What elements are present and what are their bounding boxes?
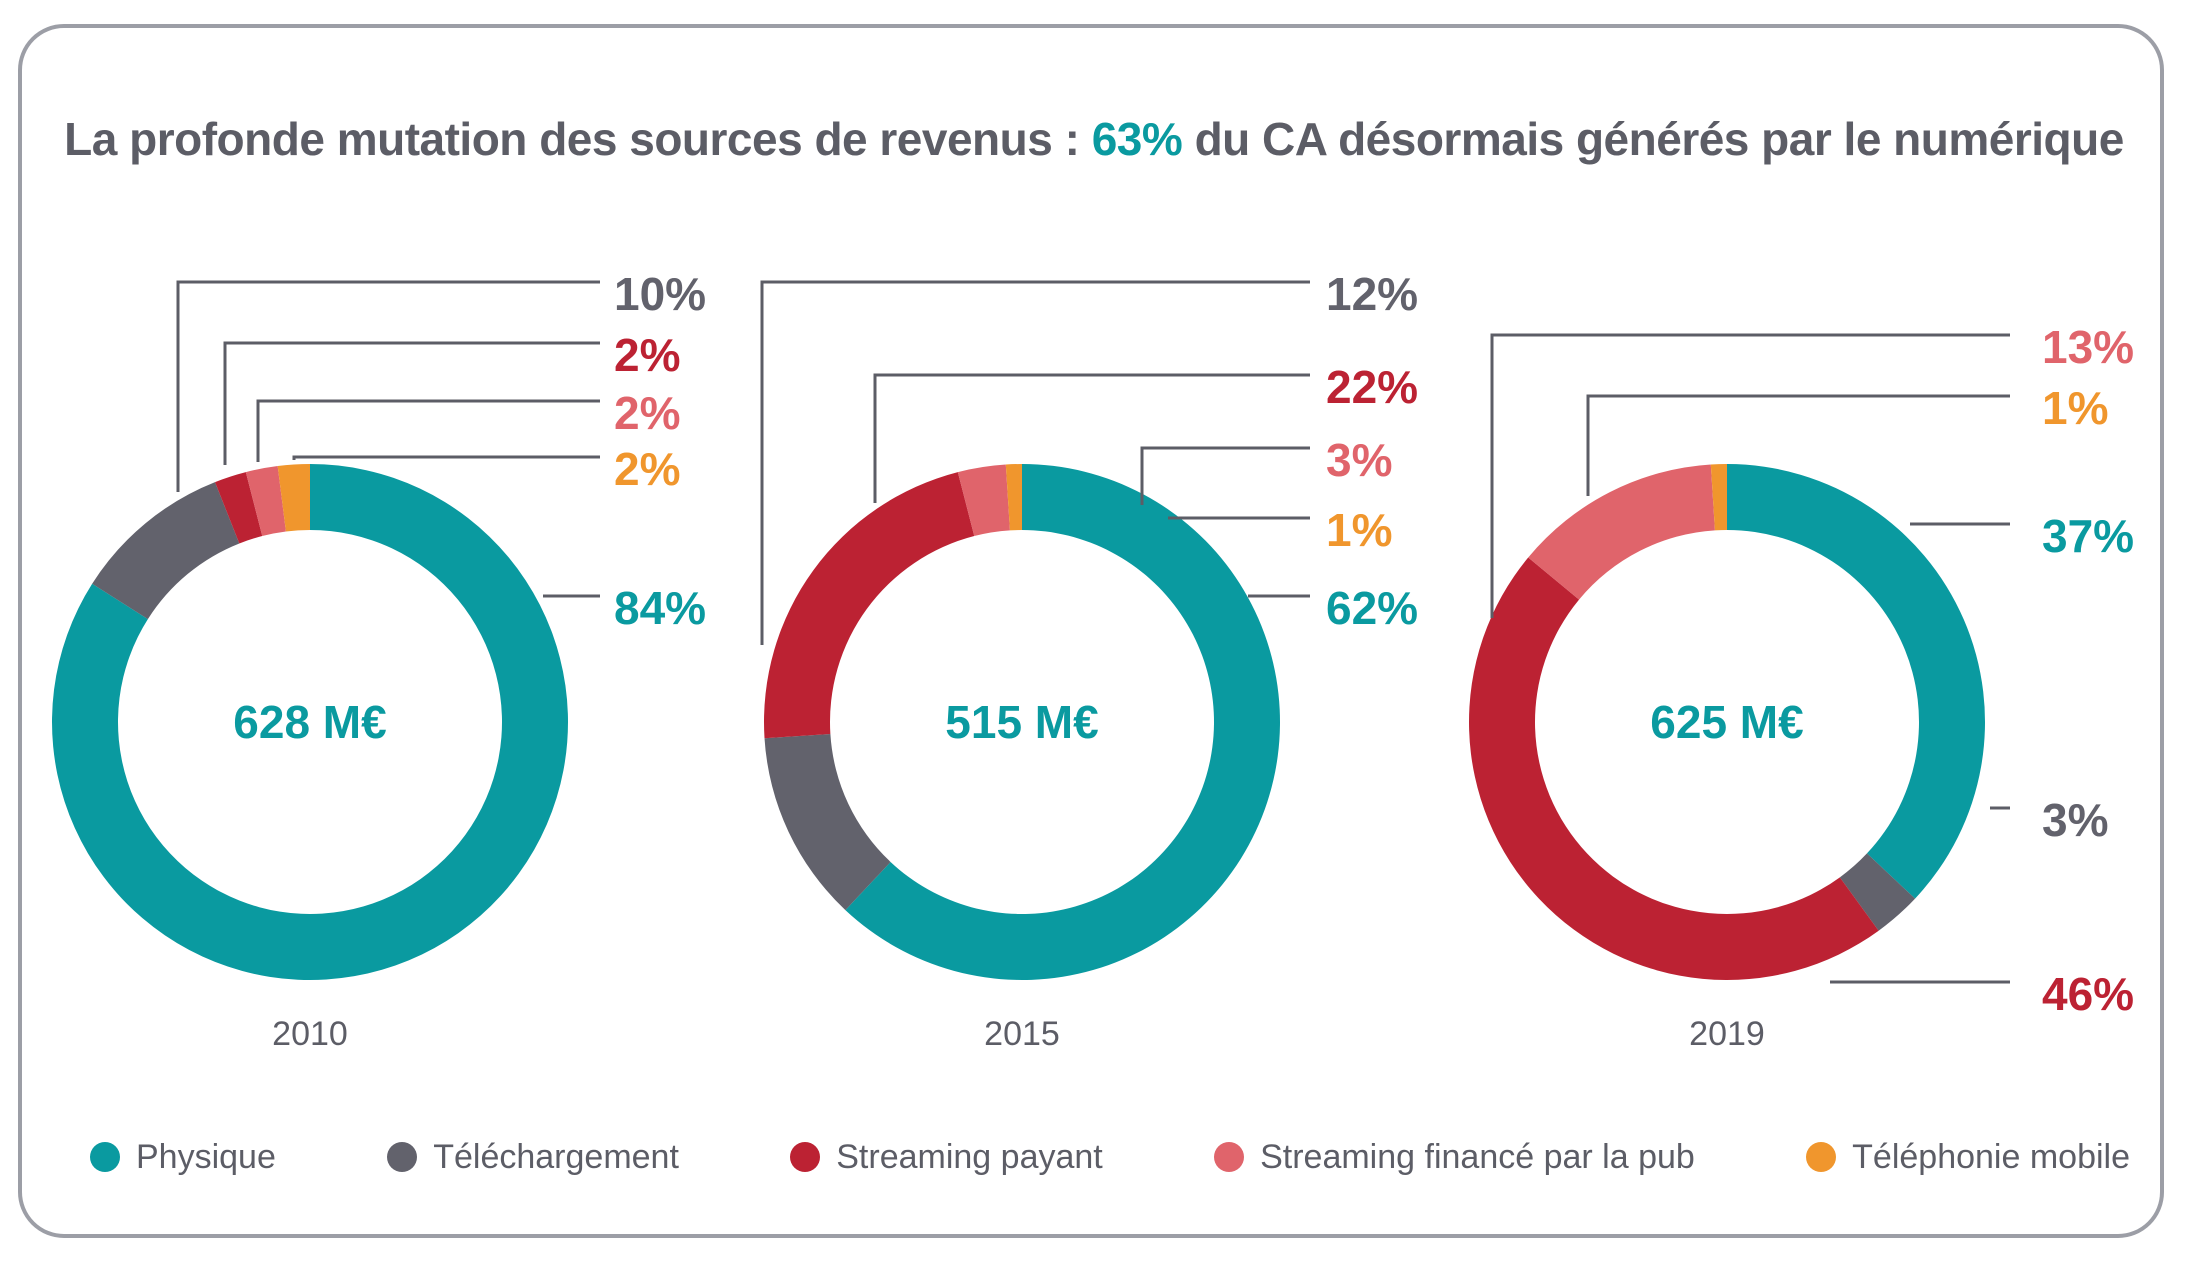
slice-2015-streaming-finance-par-la-pub <box>957 464 1010 537</box>
legend-item-streaming-payant: Streaming payant <box>790 1138 1103 1177</box>
legend-dot-streaming-pub <box>1214 1142 1245 1172</box>
slice-label-2019-telechargement: 3% <box>2042 794 2108 846</box>
slice-label-2010-physique: 84% <box>614 582 706 634</box>
slice-label-2010-telechargement: 10% <box>614 268 706 320</box>
slice-label-2015-telechargement: 12% <box>1326 268 1418 320</box>
slice-label-2010-streaming-payant: 2% <box>614 329 680 381</box>
leader-2019-streaming-finance-par-la-pub <box>1490 333 2010 618</box>
leader-2019-telephonie-mobile <box>1586 394 2010 496</box>
slice-2010-streaming-payant <box>215 472 263 544</box>
title-highlight: 63% <box>1091 113 1183 165</box>
title-suffix: du CA désormais générés par le numérique <box>1182 113 2125 165</box>
legend-label-streaming-payant: Streaming payant <box>836 1137 1103 1176</box>
slice-label-2010-telephonie-mobile: 2% <box>614 443 680 495</box>
slice-2015-streaming-payant <box>764 472 975 739</box>
chart-title: La profonde mutation des sources de reve… <box>0 112 2188 166</box>
slice-label-2010-streaming-finance-par-la-pub: 2% <box>614 387 680 439</box>
leader-2010-streaming-payant <box>223 341 600 465</box>
slice-label-2015-streaming-payant: 22% <box>1326 361 1418 413</box>
legend-item-telechargement: Téléchargement <box>387 1138 679 1177</box>
slice-2015-telephonie-mobile <box>1005 464 1022 531</box>
legend-label-streaming-pub: Streaming financé par la pub <box>1260 1137 1695 1176</box>
legend-dot-physique <box>90 1142 120 1172</box>
slice-label-2019-streaming-finance-par-la-pub: 13% <box>2042 321 2134 373</box>
donut-2015: 62% 12% 22% 3% 1% 515 M€ 2015 <box>760 268 1418 1053</box>
legend-label-physique: Physique <box>136 1137 276 1176</box>
legend-dot-streaming-payant <box>790 1142 821 1172</box>
leader-2015-streaming-finance-par-la-pub <box>1140 446 1310 505</box>
donut-2019: 37% 3% 46% 13% 1% 625 M€ 2019 <box>1469 321 2134 1053</box>
slice-label-2015-physique: 62% <box>1326 582 1418 634</box>
legend-item-physique: Physique <box>90 1138 276 1177</box>
legend-dot-telechargement <box>387 1142 418 1172</box>
leader-2010-streaming-finance-par-la-pub <box>256 399 600 462</box>
slice-2015-physique <box>845 464 1280 981</box>
center-label-2015: 515 M€ <box>945 696 1098 748</box>
slice-2019-physique <box>1727 464 1985 899</box>
slice-2019-telechargement <box>1839 853 1916 931</box>
slice-label-2019-physique: 37% <box>2042 510 2134 562</box>
legend-dot-telephonie-mobile <box>1806 1142 1837 1172</box>
leader-2010-telephonie-mobile <box>292 455 600 460</box>
leader-2010-telechargement <box>176 280 600 492</box>
legend-item-streaming-pub: Streaming financé par la pub <box>1214 1138 1695 1177</box>
slice-2015-telechargement <box>764 734 891 911</box>
year-label-2010: 2010 <box>272 1015 348 1053</box>
slice-label-2015-streaming-finance-par-la-pub: 3% <box>1326 434 1392 486</box>
legend-label-telechargement: Téléchargement <box>433 1137 679 1176</box>
slice-2010-telechargement <box>92 482 240 620</box>
leader-2015-streaming-payant <box>873 373 1310 503</box>
slice-label-2015-telephonie-mobile: 1% <box>1326 504 1392 556</box>
slice-2019-streaming-finance-par-la-pub <box>1528 464 1715 600</box>
leader-2015-telechargement <box>760 280 1310 645</box>
slice-label-2019-telephonie-mobile: 1% <box>2042 382 2108 434</box>
center-label-2010: 628 M€ <box>233 696 386 748</box>
legend-label-telephonie-mobile: Téléphonie mobile <box>1852 1137 2130 1176</box>
slice-2019-streaming-payant <box>1469 557 1879 980</box>
slice-2010-streaming-finance-par-la-pub <box>245 466 286 537</box>
slice-label-2019-streaming-payant: 46% <box>2042 968 2134 1020</box>
slice-2019-telephonie-mobile <box>1710 464 1727 531</box>
donut-2010: 84%10%2%2%2%628 M€2010 <box>51 268 706 1053</box>
legend: Physique Téléchargement Streaming payant… <box>90 1132 2130 1182</box>
year-label-2019: 2019 <box>1689 1015 1765 1053</box>
slice-2010-telephonie-mobile <box>277 464 310 532</box>
center-label-2019: 625 M€ <box>1650 696 1803 748</box>
chart-frame <box>18 24 2164 1238</box>
year-label-2015: 2015 <box>984 1015 1060 1053</box>
legend-item-telephonie-mobile: Téléphonie mobile <box>1806 1138 2130 1177</box>
title-prefix: La profonde mutation des sources de reve… <box>64 113 1092 165</box>
